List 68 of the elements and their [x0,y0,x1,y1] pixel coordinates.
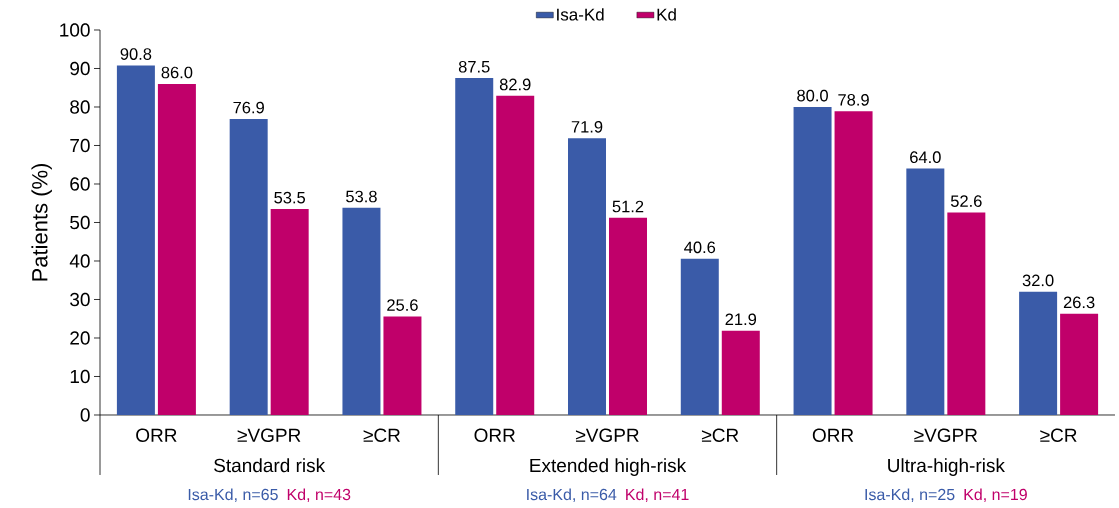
bar [116,65,155,415]
bar [834,111,873,415]
bar [609,217,647,415]
legend-label: Kd [657,8,676,21]
y-tick-label: 20 [70,331,90,345]
data-label: 53.5 [274,191,306,204]
bar [455,78,494,415]
x-tick-label: ORR [474,428,515,442]
y-tick-label: 90 [70,61,90,76]
data-label: 25.6 [387,299,418,311]
x-tick-label: ORR [812,428,854,442]
x-tick-label: ≥CR [1040,428,1077,442]
y-axis-title: Patients (%) [31,163,52,281]
bar [1060,313,1099,415]
data-label: 90.8 [120,48,152,60]
data-label: 32.0 [1022,274,1054,287]
data-label: 64.0 [910,151,941,164]
text: Standard risk [214,458,326,473]
y-tick-label: 60 [70,177,90,191]
bar [383,316,422,415]
text: Kd, n=19 [964,488,1027,503]
bar [793,106,832,415]
data-label: 21.9 [725,313,757,326]
y-tick-label: 70 [70,138,90,153]
bar [157,83,196,415]
bar [229,118,268,415]
y-tick-label: 0 [80,408,90,422]
text: Isa-Kd, n=64 [527,488,617,503]
bar [568,138,606,415]
text: Ultra-high-risk [888,458,1005,476]
x-tick-label: ≥CR [701,428,739,442]
bar [270,209,309,415]
data-label: 78.9 [838,94,869,106]
text: Isa-Kd, n=65 [188,488,278,503]
data-label: 80.0 [797,89,828,102]
data-label: 51.2 [612,200,644,213]
y-tick-label: 50 [70,215,90,230]
y-tick-label: 100 [60,23,90,37]
data-label: 26.3 [1063,296,1095,309]
legend-label: Isa-Kd [557,8,604,21]
x-tick-label: ≥CR [363,428,400,442]
y-tick-label: 10 [70,369,90,384]
bar [680,258,719,415]
bar [721,330,760,415]
bar [496,95,535,415]
x-tick-label: ORR [136,428,177,442]
data-label: 53.8 [346,190,377,203]
text: Extended high-risk [530,458,687,476]
y-tick-label: 40 [69,254,90,268]
data-label: 40.6 [684,241,716,254]
x-tick-label: ≥VGPR [575,428,639,442]
bar [1019,291,1058,415]
x-tick-label: ≥VGPR [914,428,978,442]
y-tick-label: 30 [70,292,90,307]
data-label: 76.9 [233,101,264,114]
data-label: 82.9 [499,78,531,91]
x-tick-label: ≥VGPR [237,428,301,442]
text: Isa-Kd, n=25 [865,488,955,503]
data-label: 86.0 [161,66,193,79]
bar [906,168,945,415]
data-label: 87.5 [458,60,490,73]
data-label: 71.9 [571,120,603,133]
y-tick-label: 80 [70,100,90,114]
text: Kd, n=41 [626,488,689,503]
bar [342,207,381,415]
bar [947,212,986,415]
data-label: 52.6 [950,195,982,207]
text: Kd, n=43 [287,488,351,503]
